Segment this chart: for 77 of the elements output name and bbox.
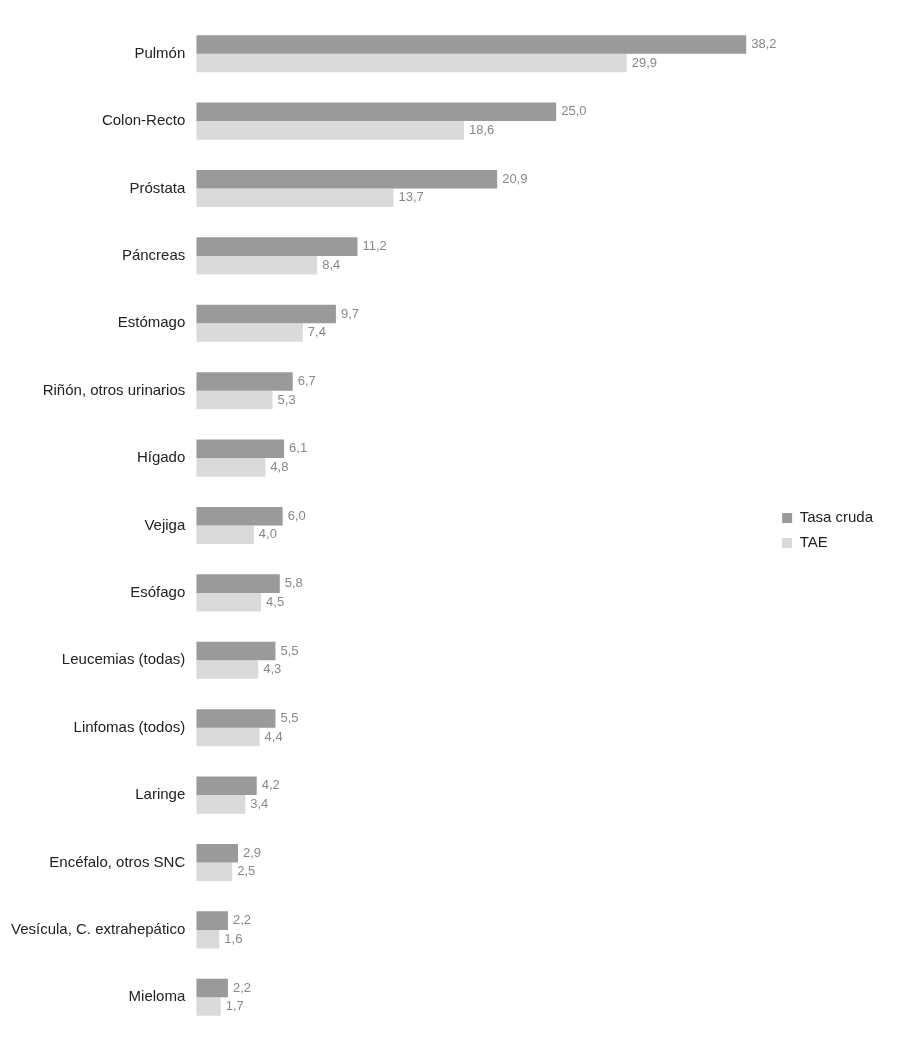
y-tick-label: Vesícula, C. extrahepático: [11, 920, 186, 938]
bar: [196, 862, 233, 882]
bar: [196, 660, 259, 679]
bar: [196, 641, 276, 661]
data-label: 3,4: [250, 795, 269, 811]
bar: [196, 911, 228, 930]
bar: [196, 709, 276, 728]
bar: [196, 439, 285, 459]
data-label: 5,5: [280, 710, 299, 726]
data-label: 5,5: [280, 642, 299, 658]
bar: [196, 506, 283, 526]
bar: [196, 35, 747, 54]
bar: [196, 169, 498, 189]
y-tick-label: Colon-Recto: [101, 111, 186, 129]
bar: [196, 372, 293, 391]
data-label: 6,7: [297, 373, 316, 389]
data-label: 2,2: [232, 912, 252, 928]
data-label: 4,3: [263, 661, 282, 677]
bar: [196, 102, 557, 122]
bar: [196, 323, 303, 342]
y-tick-label: Páncreas: [121, 246, 186, 264]
data-label: 6,0: [287, 507, 306, 523]
data-label: 2,9: [243, 844, 262, 860]
bar: [196, 304, 336, 324]
bar: [196, 795, 246, 814]
y-tick-label: Encéfalo, otros SNC: [49, 852, 186, 870]
legend-label: TAE: [799, 533, 828, 551]
bar: [196, 458, 266, 477]
data-label: 25,0: [561, 103, 587, 119]
data-label: 11,2: [362, 238, 387, 254]
bar: [196, 121, 465, 140]
bar: [196, 997, 221, 1016]
y-tick-label: Mieloma: [128, 987, 186, 1005]
legend-label: Tasa cruda: [799, 508, 874, 526]
data-label: 29,9: [631, 54, 658, 70]
bar: [196, 727, 260, 747]
bar: [196, 776, 257, 796]
y-tick-label: Estómago: [117, 313, 186, 331]
y-tick-label: Laringe: [135, 785, 186, 803]
bar: [196, 188, 394, 208]
data-label: 9,7: [340, 305, 359, 321]
data-label: 18,6: [469, 121, 495, 137]
data-label: 1,7: [225, 998, 244, 1014]
data-label: 5,8: [284, 575, 303, 591]
y-tick-label: Linfomas (todos): [73, 717, 186, 735]
data-label: 8,4: [322, 256, 341, 272]
y-tick-label: Leucemias (todas): [61, 650, 186, 668]
y-tick-label: Esófago: [130, 583, 186, 601]
bar: [196, 390, 273, 410]
data-label: 4,2: [261, 777, 280, 793]
data-label: 6,1: [289, 440, 308, 456]
bar: [196, 978, 228, 998]
bar: [196, 237, 358, 256]
y-tick-label: Vejiga: [144, 515, 186, 533]
data-label: 2,5: [237, 863, 256, 879]
bar: [196, 53, 627, 73]
data-label: 5,3: [277, 391, 296, 407]
data-label: 4,4: [264, 728, 283, 744]
data-label: 7,4: [307, 324, 326, 340]
bar: [196, 843, 239, 863]
bar: [196, 574, 280, 593]
bar: [196, 592, 262, 612]
bar: [196, 929, 220, 949]
y-tick-label: Próstata: [129, 178, 186, 196]
data-label: 4,5: [266, 593, 285, 609]
data-label: 1,6: [224, 930, 243, 946]
bar: [196, 525, 254, 545]
bar: [196, 255, 318, 275]
y-tick-label: Hígado: [136, 448, 186, 466]
data-label: 4,8: [270, 458, 289, 474]
data-label: 13,7: [398, 189, 424, 205]
y-tick-label: Riñón, otros urinarios: [42, 380, 186, 398]
data-label: 4,0: [258, 526, 277, 542]
data-label: 20,9: [502, 170, 528, 186]
y-tick-label: Pulmón: [134, 43, 186, 61]
data-label: 2,2: [232, 979, 252, 995]
data-label: 38,2: [751, 36, 777, 52]
